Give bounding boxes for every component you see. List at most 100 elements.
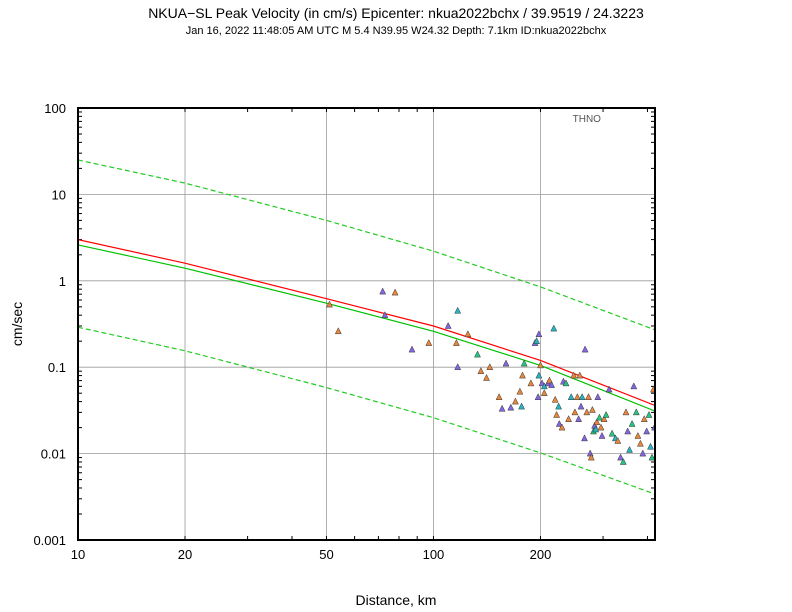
chart-title: NKUA−SL Peak Velocity (in cm/s) Epicente…	[148, 5, 644, 21]
station-point	[537, 361, 544, 369]
station-point	[540, 389, 548, 396]
station-point	[555, 419, 563, 427]
station-point	[595, 413, 603, 421]
station-point	[516, 387, 524, 395]
station-point	[575, 415, 583, 422]
plot-frame	[77, 107, 656, 541]
station-point	[585, 393, 592, 400]
station-point	[578, 393, 586, 400]
station-point	[581, 345, 589, 353]
station-point	[594, 393, 602, 400]
station-point	[548, 381, 556, 388]
station-point	[588, 405, 596, 413]
station-point	[573, 393, 581, 400]
x-tick-label: 20	[178, 547, 192, 562]
station-point	[583, 408, 591, 416]
station-point	[632, 408, 640, 416]
station-point	[546, 376, 553, 384]
x-tick-label: 200	[530, 547, 552, 562]
station-point	[592, 425, 600, 433]
y-tick-label: 10	[52, 187, 66, 202]
station-point	[576, 371, 584, 379]
grid-lines	[78, 108, 655, 540]
station-point	[567, 393, 575, 400]
station-point	[608, 429, 616, 437]
station-point	[474, 350, 481, 358]
station-point	[622, 408, 630, 416]
y-tick-labels: 0.001 0.01 0.1 1 10 100	[33, 101, 66, 548]
station-point	[454, 306, 462, 314]
station-point	[634, 431, 642, 439]
station-point	[624, 427, 632, 435]
chart-subtitle: Jan 16, 2022 11:48:05 AM UTC M 5.4 N39.9…	[185, 25, 607, 37]
station-point	[570, 371, 578, 379]
x-tick-labels: 10 20 50 100 200	[71, 547, 552, 562]
station-label: THNO	[573, 114, 602, 125]
plot-area	[78, 108, 655, 540]
station-point	[614, 436, 622, 444]
station-point	[518, 402, 526, 410]
station-point	[636, 439, 644, 447]
station-point	[483, 373, 490, 381]
station-point	[605, 385, 613, 393]
station-point	[617, 453, 625, 461]
station-point	[511, 397, 519, 405]
station-point	[643, 427, 651, 435]
bound-curve	[78, 326, 655, 495]
station-point	[630, 382, 638, 390]
station-point	[520, 359, 528, 367]
station-point	[602, 410, 610, 418]
station-point	[495, 393, 503, 400]
station-point	[425, 339, 433, 346]
station-point	[527, 379, 535, 387]
station-point	[593, 418, 601, 426]
station-point	[558, 423, 566, 431]
station-point	[598, 431, 606, 439]
station-point	[326, 300, 333, 308]
station-point	[565, 415, 573, 422]
station-point	[555, 402, 563, 410]
station-point	[581, 434, 588, 442]
station-point	[628, 419, 636, 427]
x-tick-label: 100	[423, 547, 445, 562]
station-point	[502, 359, 510, 367]
station-point	[533, 337, 541, 344]
model-curves	[78, 159, 655, 495]
median-curve	[78, 239, 655, 407]
station-point	[647, 442, 654, 450]
station-points	[326, 287, 655, 465]
median-curve	[78, 244, 655, 412]
y-tick-label: 100	[44, 101, 66, 116]
x-tick-label: 10	[71, 547, 85, 562]
station-point	[379, 287, 387, 295]
station-point	[334, 327, 342, 335]
y-tick-label: 0.01	[41, 447, 66, 462]
station-point	[486, 363, 494, 370]
station-point	[535, 371, 543, 379]
station-point	[648, 453, 655, 461]
station-point	[507, 403, 515, 411]
station-point	[553, 410, 561, 418]
station-point	[464, 330, 472, 338]
station-point	[550, 324, 558, 332]
station-point	[454, 363, 462, 370]
station-point	[640, 415, 648, 422]
station-point	[639, 449, 647, 457]
x-axis-label: Distance, km	[356, 592, 437, 608]
station-point	[498, 404, 506, 412]
station-point	[381, 311, 389, 318]
station-point	[391, 288, 399, 296]
station-point	[577, 402, 585, 410]
station-point	[626, 445, 633, 453]
station-point	[619, 457, 627, 465]
y-tick-label: 0.001	[33, 533, 66, 548]
y-tick-label: 1	[59, 274, 66, 289]
station-point	[600, 415, 608, 422]
station-point	[477, 367, 485, 374]
station-point	[519, 371, 526, 379]
station-point	[534, 393, 542, 400]
station-point	[551, 395, 559, 403]
station-point	[650, 385, 655, 393]
station-point	[452, 339, 460, 346]
